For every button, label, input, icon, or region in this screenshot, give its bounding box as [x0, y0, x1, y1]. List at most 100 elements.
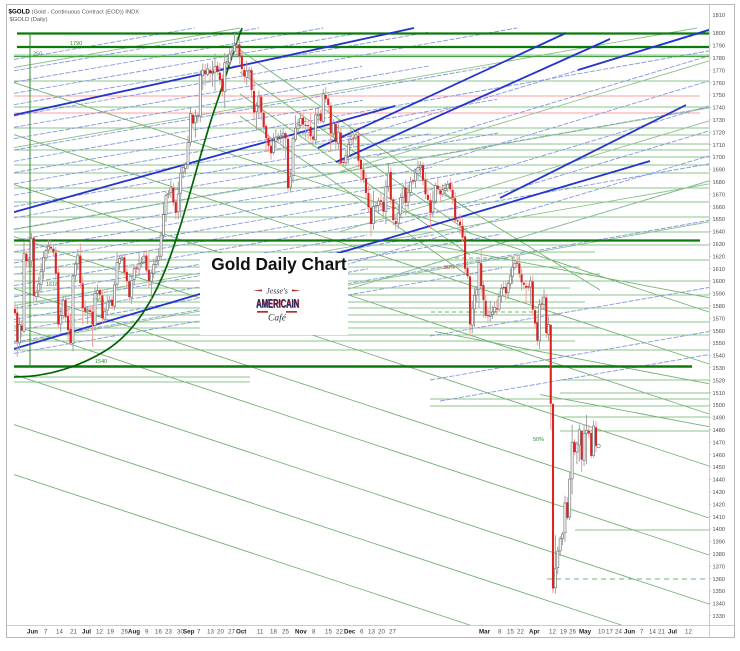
svg-text:16: 16 — [155, 629, 162, 636]
svg-text:Aug: Aug — [128, 629, 140, 636]
svg-text:$GOLD (Daily): $GOLD (Daily) — [10, 17, 48, 23]
svg-text:Café: Café — [268, 313, 287, 324]
svg-text:18: 18 — [270, 629, 277, 636]
svg-text:1420: 1420 — [713, 502, 725, 508]
svg-text:1760: 1760 — [713, 81, 725, 87]
svg-text:AMERICAIN: AMERICAIN — [257, 297, 300, 311]
svg-text:1790: 1790 — [713, 44, 725, 50]
svg-text:8: 8 — [498, 629, 502, 636]
svg-text:1540: 1540 — [713, 354, 725, 360]
svg-text:1790: 1790 — [70, 41, 82, 47]
svg-text:1460: 1460 — [713, 453, 725, 459]
svg-text:Jul: Jul — [82, 629, 91, 636]
svg-text:9: 9 — [145, 629, 149, 636]
svg-text:1560: 1560 — [713, 329, 725, 335]
svg-text:1590: 1590 — [713, 292, 725, 298]
svg-text:22: 22 — [517, 629, 524, 636]
svg-text:250: 250 — [33, 52, 42, 58]
svg-text:1690: 1690 — [713, 168, 725, 174]
svg-text:1550: 1550 — [713, 341, 725, 347]
svg-text:1740: 1740 — [713, 106, 725, 112]
svg-text:1618: 1618 — [46, 282, 58, 288]
svg-text:1480: 1480 — [713, 428, 725, 434]
svg-text:26: 26 — [121, 629, 128, 636]
svg-text:1650: 1650 — [713, 217, 725, 223]
svg-text:22: 22 — [336, 629, 343, 636]
svg-text:1565: 1565 — [92, 298, 104, 304]
svg-text:Dec: Dec — [344, 629, 356, 636]
svg-text:1660: 1660 — [713, 205, 725, 211]
svg-text:27: 27 — [228, 629, 235, 636]
svg-text:7: 7 — [44, 629, 48, 636]
svg-text:1580: 1580 — [713, 304, 725, 310]
svg-text:Gold Daily Chart: Gold Daily Chart — [211, 254, 347, 274]
svg-text:27: 27 — [389, 629, 396, 636]
svg-text:14: 14 — [56, 629, 63, 636]
svg-text:1360: 1360 — [713, 577, 725, 583]
svg-text:May: May — [579, 629, 592, 636]
svg-text:21: 21 — [70, 629, 77, 636]
svg-text:1700: 1700 — [713, 155, 725, 161]
svg-text:7: 7 — [640, 629, 644, 636]
svg-text:Sep: Sep — [183, 629, 195, 636]
svg-text:1570: 1570 — [713, 316, 725, 322]
svg-text:Nov: Nov — [295, 629, 307, 636]
svg-text:11: 11 — [257, 629, 264, 636]
svg-text:25: 25 — [282, 629, 289, 636]
svg-text:1610: 1610 — [713, 267, 725, 273]
svg-text:Jun: Jun — [27, 629, 38, 636]
svg-text:Oct: Oct — [236, 629, 246, 636]
svg-text:Jul: Jul — [668, 629, 677, 636]
svg-text:1430: 1430 — [713, 490, 725, 496]
svg-text:1500: 1500 — [713, 403, 725, 409]
svg-text:Mar: Mar — [479, 629, 491, 636]
svg-text:1370: 1370 — [713, 564, 725, 570]
svg-text:1390: 1390 — [713, 540, 725, 546]
svg-text:50%: 50% — [444, 265, 455, 271]
svg-text:1810: 1810 — [713, 13, 725, 19]
svg-text:1710: 1710 — [713, 143, 725, 149]
svg-text:1720: 1720 — [713, 130, 725, 136]
svg-text:1670: 1670 — [713, 192, 725, 198]
svg-text:$GOLD (Gold - Continuous Contr: $GOLD (Gold - Continuous Contract (EOD))… — [9, 9, 140, 16]
svg-text:7: 7 — [197, 629, 201, 636]
svg-text:1730: 1730 — [713, 118, 725, 124]
svg-text:8: 8 — [312, 629, 316, 636]
svg-text:AMERICAIN: AMERICAIN — [256, 297, 299, 311]
svg-text:1640: 1640 — [713, 230, 725, 236]
svg-text:1780: 1780 — [713, 56, 725, 62]
svg-text:1470: 1470 — [713, 440, 725, 446]
svg-text:30: 30 — [177, 629, 184, 636]
svg-text:6: 6 — [360, 629, 364, 636]
svg-text:12: 12 — [96, 629, 103, 636]
svg-text:12: 12 — [685, 629, 692, 636]
svg-text:14: 14 — [649, 629, 656, 636]
svg-text:17: 17 — [606, 629, 613, 636]
svg-text:19: 19 — [560, 629, 567, 636]
svg-text:1520: 1520 — [713, 378, 725, 384]
svg-text:23: 23 — [165, 629, 172, 636]
svg-text:1400: 1400 — [713, 527, 725, 533]
svg-text:1450: 1450 — [713, 465, 725, 471]
svg-text:1680: 1680 — [713, 180, 725, 186]
svg-text:1340: 1340 — [713, 602, 725, 608]
svg-text:15: 15 — [325, 629, 332, 636]
svg-text:13: 13 — [368, 629, 375, 636]
svg-text:1350: 1350 — [713, 589, 725, 595]
svg-text:1770: 1770 — [713, 68, 725, 74]
svg-text:1750: 1750 — [713, 93, 725, 99]
svg-text:13: 13 — [207, 629, 214, 636]
svg-text:15: 15 — [507, 629, 514, 636]
svg-text:26: 26 — [569, 629, 576, 636]
svg-text:19: 19 — [107, 629, 114, 636]
svg-text:Apr: Apr — [529, 629, 540, 636]
svg-text:20: 20 — [378, 629, 385, 636]
svg-text:1540: 1540 — [95, 359, 107, 365]
svg-text:Jesse's: Jesse's — [266, 287, 288, 296]
svg-text:10: 10 — [598, 629, 605, 636]
svg-text:20: 20 — [217, 629, 224, 636]
svg-text:1530: 1530 — [713, 366, 725, 372]
svg-text:1410: 1410 — [713, 515, 725, 521]
svg-text:50%: 50% — [533, 437, 544, 443]
svg-text:1800: 1800 — [713, 31, 725, 37]
